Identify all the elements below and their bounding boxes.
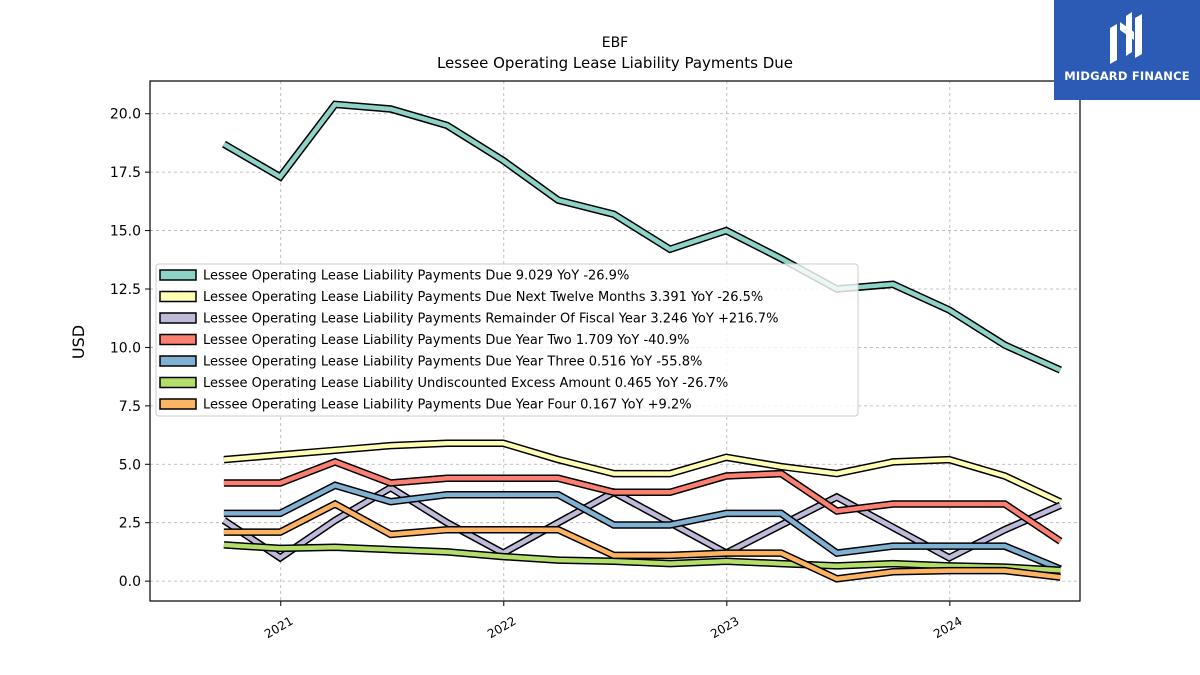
series-stroke [223,542,1061,573]
midgard-monogram-icon [1110,12,1142,64]
series-stroke [223,501,1061,582]
legend-label: Lessee Operating Lease Liability Undisco… [203,376,728,391]
midgard-finance-logo: MIDGARD FINANCE [1054,0,1200,100]
legend-swatch [159,333,197,346]
x-tick-label: 2024 [931,614,964,641]
y-tick-label: 7.5 [119,399,141,415]
series-stroke [222,102,1062,373]
y-tick-label: 10.0 [110,340,141,356]
legend: Lessee Operating Lease Liability Payment… [155,263,859,417]
series-line-5 [223,481,1062,573]
series-line-7 [223,499,1061,583]
legend-box [155,263,859,417]
legend-swatch [159,269,197,281]
legend-label: Lessee Operating Lease Liability Payment… [203,290,763,305]
plot-frame [149,80,1081,602]
x-tick-label: 2023 [708,614,741,641]
legend-swatch [159,376,197,389]
logo-text: MIDGARD FINANCE [1064,69,1190,83]
y-tick-label: 20.0 [110,107,141,123]
series-stroke [223,459,1062,544]
series-stroke [223,482,1062,572]
legend-swatch [159,290,197,303]
x-tick-label: 2022 [485,614,518,641]
y-tick-label: 2.5 [119,516,141,532]
series-outline [223,499,1061,583]
series-line-1 [222,100,1062,374]
series-lines [221,100,1063,583]
y-axis-label: USD [69,325,88,359]
legend-label: Lessee Operating Lease Liability Payment… [203,269,629,284]
y-axis-ticks: 0.0 2.5 5.0 7.5 10.0 12.5 15.0 17.5 20.0 [110,107,150,590]
y-tick-label: 0.0 [119,574,141,590]
y-tick-label: 12.5 [110,282,141,298]
series-stroke [223,440,1062,504]
series-line-4 [223,457,1063,545]
legend-swatch [159,355,197,367]
legend-label: Lessee Operating Lease Liability Payment… [203,312,778,327]
series-line-2 [223,439,1062,506]
y-tick-label: 17.5 [110,165,141,181]
y-tick-label: 15.0 [110,224,141,240]
series-line-6 [223,541,1061,575]
legend-swatch [159,398,197,410]
y-tick-label: 5.0 [119,457,141,473]
legend-label: Lessee Operating Lease Liability Payment… [203,333,689,348]
x-tick-label: 2021 [262,614,295,641]
x-axis-ticks: 2021 2022 2023 2024 [262,601,965,641]
legend-swatch [159,312,197,324]
chart-title: EBF [602,35,629,51]
legend-label: Lessee Operating Lease Liability Payment… [203,355,702,370]
chart-subtitle: Lessee Operating Lease Liability Payment… [437,54,793,72]
legend-label: Lessee Operating Lease Liability Payment… [203,398,692,413]
